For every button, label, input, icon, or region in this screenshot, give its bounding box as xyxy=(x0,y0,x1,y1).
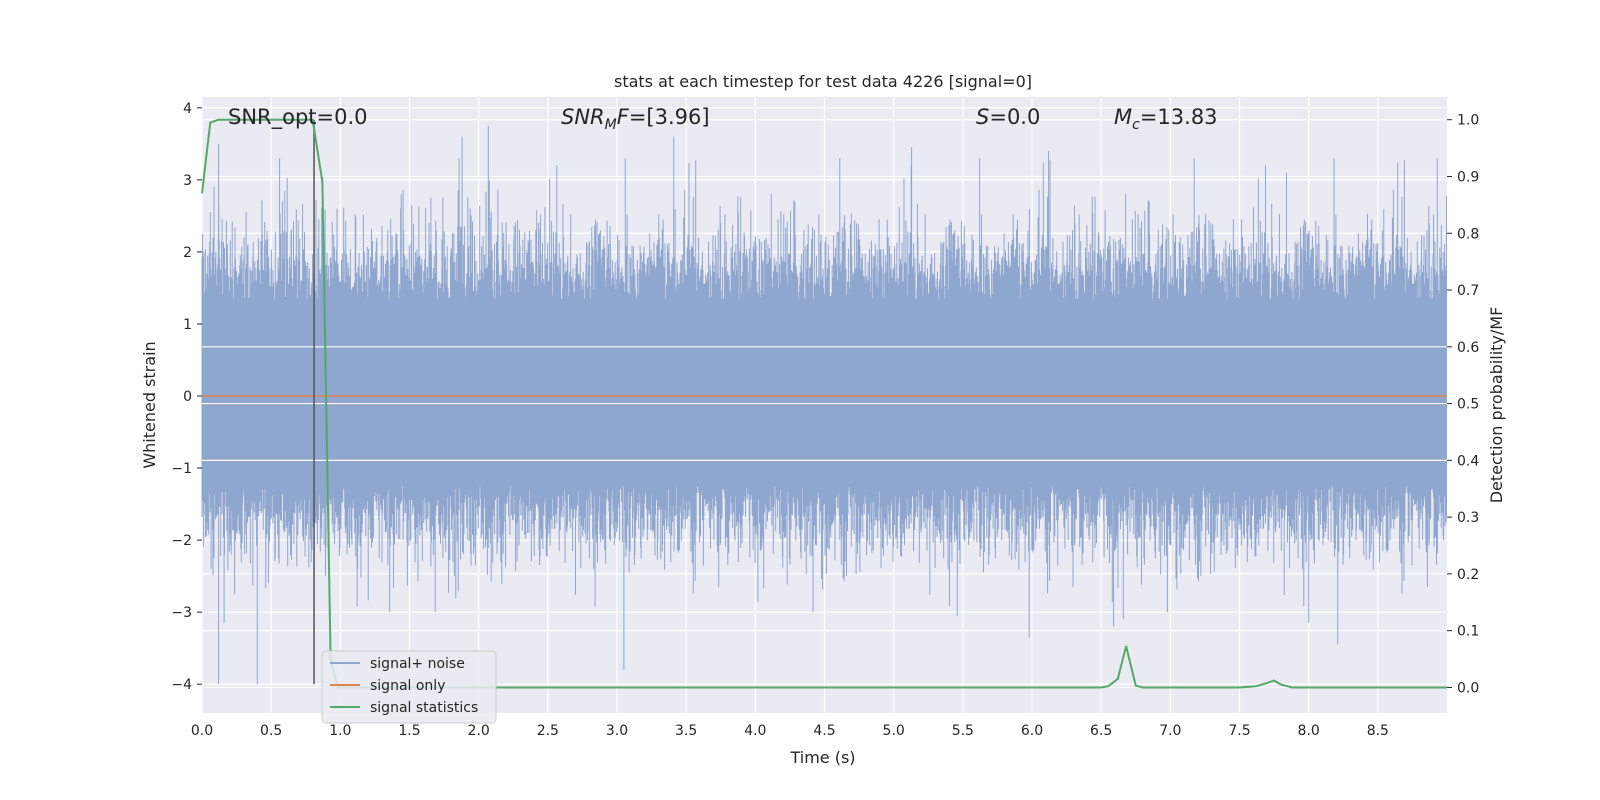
annotation-snr-mf-value: =[3.96] xyxy=(629,105,710,129)
x-tick-label: 5.0 xyxy=(883,723,905,739)
x-tick-label: 3.5 xyxy=(675,723,697,739)
annotation-mc-value: =13.83 xyxy=(1140,105,1218,129)
legend: signal+ noise signal only signal statist… xyxy=(321,650,497,724)
x-tick-label: 8.0 xyxy=(1298,723,1320,739)
y-axis-label: Whitened strain xyxy=(140,341,159,468)
y2-axis-label: Detection probability/MF xyxy=(1487,307,1506,504)
legend-box xyxy=(321,650,497,724)
y2-tick-label: 0.7 xyxy=(1457,283,1479,299)
annotation-snr-opt: SNR_opt=0.0 xyxy=(228,105,368,130)
annotation-snr-mf: SNRMF=[3.96] xyxy=(561,105,710,133)
x-tick-label: 2.5 xyxy=(537,723,559,739)
y-tick-label: 3 xyxy=(183,173,192,189)
annotation-s-value: =0.0 xyxy=(989,105,1040,129)
annotation-mc: Mc=13.83 xyxy=(1114,105,1218,133)
annotation-s: S=0.0 xyxy=(976,105,1040,129)
y2-tick-label: 0.9 xyxy=(1457,169,1479,185)
x-tick-label: 5.5 xyxy=(952,723,974,739)
y2-tick-label: 0.8 xyxy=(1457,226,1479,242)
y-ticks: 4 3 2 1 0 −1 −2 −3 −4 xyxy=(171,101,202,693)
x-axis-label: Time (s) xyxy=(789,748,855,767)
y2-tick-label: 0.6 xyxy=(1457,340,1479,356)
x-tick-label: 0.0 xyxy=(191,723,213,739)
y2-tick-label: 0.4 xyxy=(1457,453,1479,469)
y-tick-label: 2 xyxy=(183,245,192,261)
y2-tick-label: 1.0 xyxy=(1457,113,1479,129)
y-tick-label: 1 xyxy=(183,317,192,333)
legend-label-signal-statistics: signal statistics xyxy=(370,700,478,716)
x-tick-label: 4.5 xyxy=(813,723,835,739)
x-tick-label: 3.0 xyxy=(606,723,628,739)
series-layer xyxy=(201,118,1447,689)
legend-label-signal-only: signal only xyxy=(370,678,445,694)
chart-title: stats at each timestep for test data 422… xyxy=(614,72,1032,91)
y2-tick-label: 0.2 xyxy=(1457,567,1479,583)
y2-tick-label: 0.5 xyxy=(1457,397,1479,413)
x-tick-label: 4.0 xyxy=(744,723,766,739)
y-tick-label: −4 xyxy=(171,677,192,693)
y-tick-label: −2 xyxy=(171,533,192,549)
y-tick-label: 0 xyxy=(183,389,192,405)
y-tick-label: −3 xyxy=(171,605,192,621)
x-tick-label: 6.0 xyxy=(1021,723,1043,739)
x-tick-label: 2.0 xyxy=(468,723,490,739)
x-tick-label: 7.5 xyxy=(1228,723,1250,739)
y2-tick-label: 0.0 xyxy=(1457,680,1479,696)
x-tick-label: 6.5 xyxy=(1090,723,1112,739)
x-tick-label: 0.5 xyxy=(260,723,282,739)
x-tick-label: 8.5 xyxy=(1367,723,1389,739)
x-tick-label: 1.0 xyxy=(329,723,351,739)
legend-label-signal-noise: signal+ noise xyxy=(370,656,465,672)
y-tick-label: 4 xyxy=(183,101,192,117)
x-tick-label: 7.0 xyxy=(1159,723,1181,739)
y2-ticks: 1.0 0.9 0.8 0.7 0.6 0.5 0.4 0.3 0.2 0.1 0.0 xyxy=(1447,113,1479,696)
y2-tick-label: 0.1 xyxy=(1457,624,1479,640)
x-tick-label: 1.5 xyxy=(398,723,420,739)
x-ticks: 0.0 0.5 1.0 1.5 2.0 2.5 3.0 3.5 4.0 4.5 5.0 5.5 6.0 6… xyxy=(191,723,1389,739)
series-signal-statistics xyxy=(201,118,1447,689)
y-tick-label: −1 xyxy=(171,461,192,477)
y2-tick-label: 0.3 xyxy=(1457,510,1479,526)
